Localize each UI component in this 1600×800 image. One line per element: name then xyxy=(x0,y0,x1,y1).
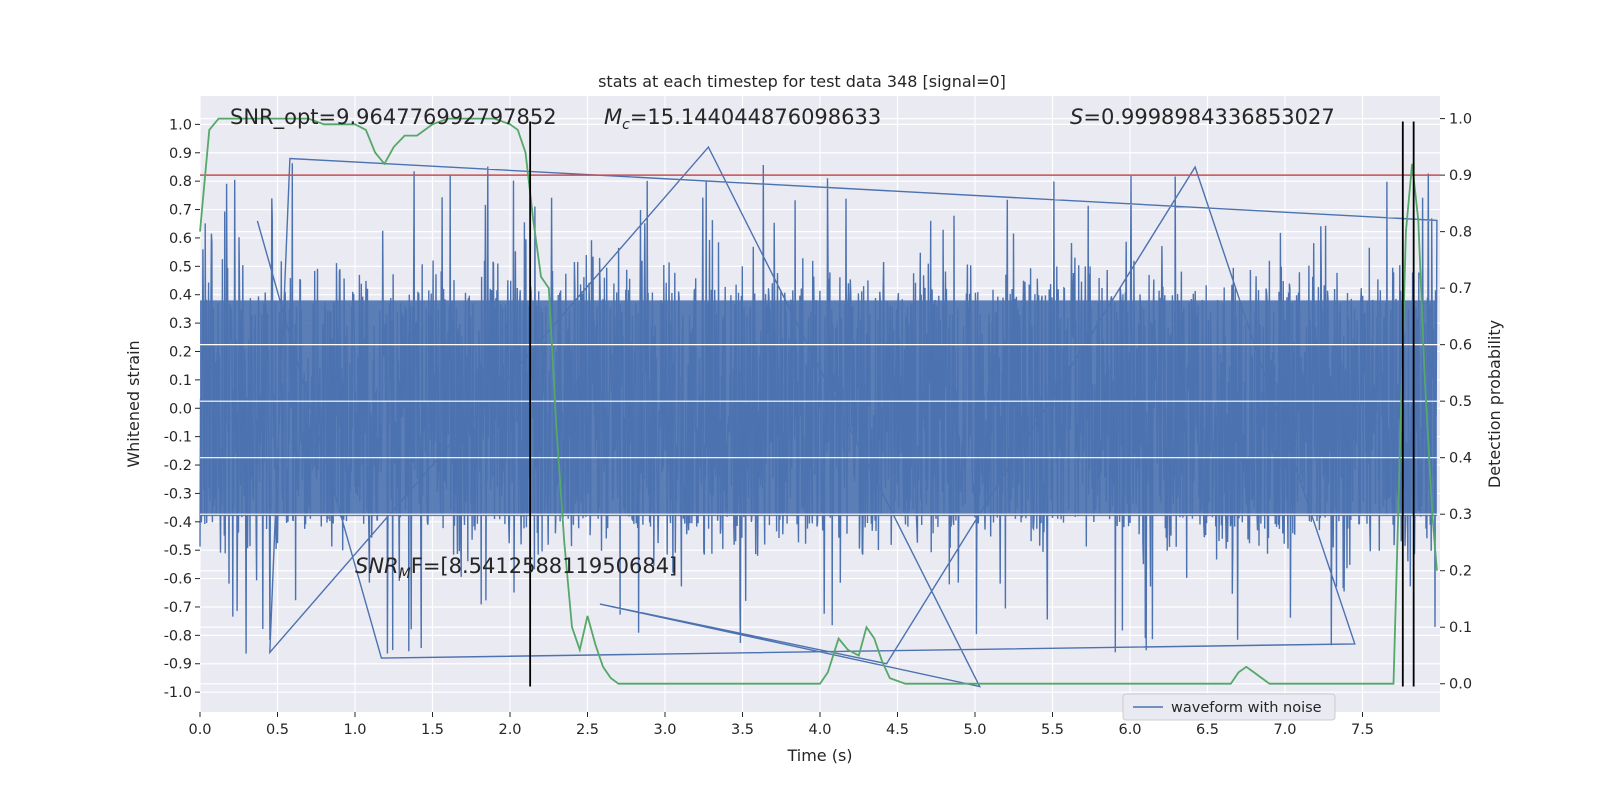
y-tick-label: 0.4 xyxy=(169,288,192,304)
y-tick-label: -0.5 xyxy=(164,543,192,559)
y-tick-label: 0.8 xyxy=(169,174,192,190)
y-tick-label: -0.4 xyxy=(164,515,192,531)
y-tick-label: -0.3 xyxy=(164,486,192,502)
x-tick-label: 2.0 xyxy=(498,722,521,738)
y-axis-left-label: Whitened strain xyxy=(124,340,143,467)
x-tick-label: 6.5 xyxy=(1196,722,1219,738)
legend-entry-waveform: waveform with noise xyxy=(1171,700,1322,716)
annotation-overlap: S=0.9998984336853027 xyxy=(1070,105,1335,129)
x-tick-label: 5.0 xyxy=(963,722,986,738)
annotation-chirp-mass-value: =15.144044876098633 xyxy=(630,105,881,129)
x-tick-label: 7.5 xyxy=(1351,722,1374,738)
annotation-snr-mf-sub: M xyxy=(399,566,411,582)
y-tick-label: -0.8 xyxy=(164,628,192,644)
y-tick-label: 0.6 xyxy=(169,231,192,247)
x-axis-label: Time (s) xyxy=(786,746,852,765)
y-tick-label: 0.9 xyxy=(169,146,192,162)
annotation-chirp-mass-sub: c xyxy=(622,117,630,133)
y-right-tick-label: 0.9 xyxy=(1449,168,1472,184)
y-tick-label: 0.1 xyxy=(169,373,192,389)
vertical-markers xyxy=(529,121,1415,687)
y-right-tick-label: 0.4 xyxy=(1449,451,1472,467)
y-right-tick-label: 0.1 xyxy=(1449,620,1472,636)
y-right-tick-label: 0.8 xyxy=(1449,225,1472,241)
y-right-tick-label: 0.0 xyxy=(1449,677,1472,693)
detection-probability-series xyxy=(199,117,1438,685)
x-tick-label: 4.0 xyxy=(808,722,831,738)
y-tick-label: 0.2 xyxy=(169,344,192,360)
x-tick-label: 5.5 xyxy=(1041,722,1064,738)
x-tick-label: 3.0 xyxy=(653,722,676,738)
legend-box xyxy=(1122,693,1336,721)
y-tick-label: 0.5 xyxy=(169,259,192,275)
y-right-tick-label: 0.5 xyxy=(1449,394,1472,410)
y-right-tick-label: 0.2 xyxy=(1449,564,1472,580)
y-tick-label: -0.1 xyxy=(164,430,192,446)
annotation-chirp-mass: Mc=15.144044876098633 xyxy=(604,105,881,133)
annotation-snr-mf-value: F=[8.541258811950684] xyxy=(411,554,678,578)
x-tick-label: 1.5 xyxy=(421,722,444,738)
x-axis-ticks: 0.0 0.5 1.0 1.5 2.0 2.5 3.0 3.5 4.0 4.5 5.0 5.5 6.0 6… xyxy=(188,712,1374,738)
annotation-snr-mf: SNRMF=[8.541258811950684] xyxy=(355,554,677,582)
x-tick-label: 4.5 xyxy=(886,722,909,738)
x-tick-label: 2.5 xyxy=(576,722,599,738)
y-right-tick-label: 0.6 xyxy=(1449,338,1472,354)
chart-title: stats at each timestep for test data 348… xyxy=(598,72,1006,91)
y-tick-label: -0.9 xyxy=(164,657,192,673)
legend: waveform with noise xyxy=(1122,693,1336,721)
annotation-overlap-value: =0.9998984336853027 xyxy=(1083,105,1334,129)
annotation-snr-opt: SNR_opt=9.964776992797852 xyxy=(230,105,557,130)
y-tick-label: -1.0 xyxy=(164,685,192,701)
x-tick-label: 1.0 xyxy=(343,722,366,738)
y-tick-label: 0.3 xyxy=(169,316,192,332)
y-tick-label: -0.2 xyxy=(164,458,192,474)
x-tick-label: 0.5 xyxy=(266,722,289,738)
waveform-series xyxy=(199,145,1438,688)
annotation-chirp-mass-symbol: M xyxy=(604,105,622,129)
waveform-dense-band xyxy=(200,300,1437,517)
y-tick-label: 0.7 xyxy=(169,203,192,219)
y-axis-right-label: Detection probability xyxy=(1485,320,1504,488)
detection-probability-line xyxy=(199,117,1438,685)
x-tick-label: 0.0 xyxy=(188,722,211,738)
x-tick-label: 7.0 xyxy=(1273,722,1296,738)
y-tick-label: -0.6 xyxy=(164,572,192,588)
y-tick-label: -0.7 xyxy=(164,600,192,616)
y-axis-left-ticks: 1.0 0.9 0.8 0.7 0.6 0.5 0.4 0.3 0.2 0.1 0.0 -0.1 -0.… xyxy=(164,117,200,701)
y-right-tick-label: 1.0 xyxy=(1449,112,1472,128)
y-tick-label: 0.0 xyxy=(169,401,192,417)
annotation-snr-mf-symbol: SNR xyxy=(355,554,399,578)
y-tick-label: 1.0 xyxy=(169,117,192,133)
y-right-tick-label: 0.7 xyxy=(1449,281,1472,297)
y-right-tick-label: 0.3 xyxy=(1449,507,1472,523)
y-axis-right-ticks: 1.0 0.9 0.8 0.7 0.6 0.5 0.4 0.3 0.2 0.1 0.0 xyxy=(1440,112,1472,693)
x-tick-label: 6.0 xyxy=(1118,722,1141,738)
annotation-overlap-symbol: S xyxy=(1070,105,1083,129)
overlay-lines xyxy=(200,174,1440,515)
x-tick-label: 3.5 xyxy=(731,722,754,738)
